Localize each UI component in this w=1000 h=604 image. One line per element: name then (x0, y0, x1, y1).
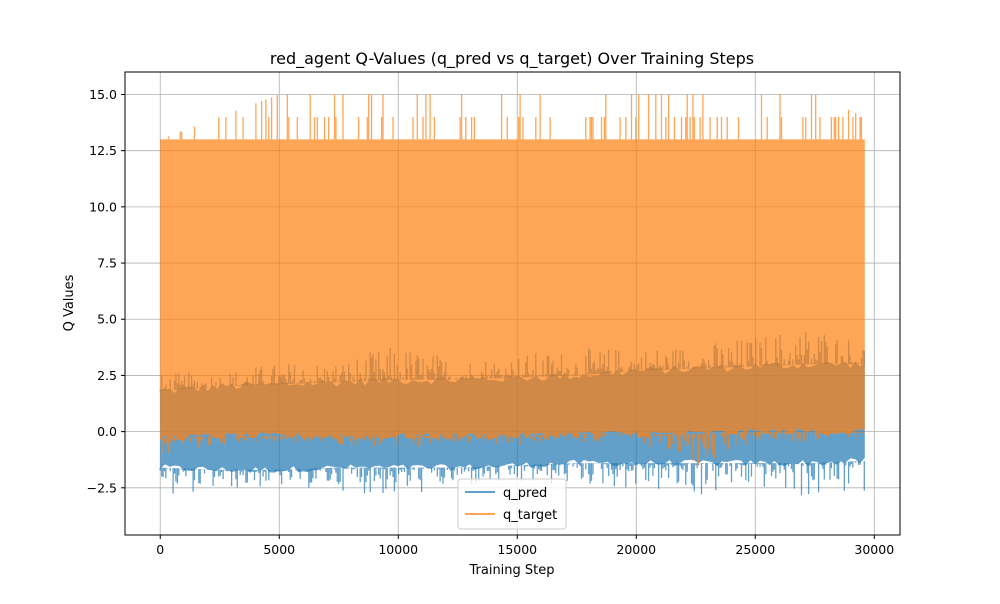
series-q-target (160, 94, 865, 466)
y-axis-ticks: −2.5 0.0 2.5 5.0 7.5 10.0 12.5 15.0 (87, 87, 125, 495)
y-tick-label-5: 10.0 (89, 199, 117, 214)
y-tick-label-6: 12.5 (89, 143, 117, 158)
y-tick-label-3: 5.0 (97, 312, 117, 327)
x-tick-label-0: 0 (156, 542, 164, 557)
legend-label-q-target: q_target (503, 508, 557, 523)
x-tick-label-5: 25000 (735, 542, 775, 557)
legend-label-q-pred: q_pred (503, 486, 547, 501)
plot-area (159, 94, 865, 496)
x-tick-label-6: 30000 (854, 542, 894, 557)
series-band-q-target (160, 139, 865, 441)
y-tick-label-1: 0.0 (97, 424, 117, 439)
x-tick-label-3: 15000 (497, 542, 537, 557)
y-tick-label-0: −2.5 (87, 480, 117, 495)
y-tick-label-4: 7.5 (97, 256, 117, 271)
legend: q_pred q_target (457, 478, 567, 530)
y-tick-label-2: 2.5 (97, 368, 117, 383)
x-axis-ticks: 0 5000 10000 15000 20000 25000 30000 (156, 535, 894, 557)
x-tick-label-2: 10000 (378, 542, 418, 557)
x-axis-label: Training Step (468, 563, 554, 578)
axes-frame (124, 71, 901, 536)
x-tick-label-4: 20000 (616, 542, 656, 557)
chart-title: red_agent Q-Values (q_pred vs q_target) … (270, 49, 754, 69)
x-tick-label-1: 5000 (263, 542, 295, 557)
y-axis-label: Q Values (62, 274, 77, 331)
y-tick-label-7: 15.0 (89, 87, 117, 102)
